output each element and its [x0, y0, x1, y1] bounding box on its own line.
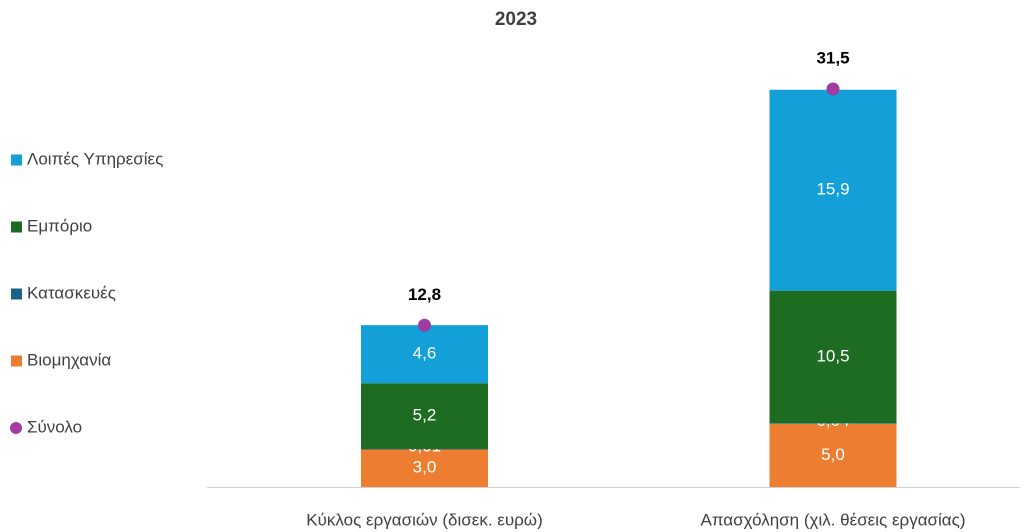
- total-marker: [826, 82, 840, 96]
- legend-label: Εμπόριο: [27, 216, 92, 235]
- legend-label: Σύνολο: [27, 417, 82, 436]
- legend-swatch: [11, 221, 22, 233]
- legend-label: Βιομηχανία: [27, 350, 111, 369]
- data-label: 5,2: [413, 406, 437, 425]
- bar-segment: [361, 325, 488, 384]
- bar-segment: [361, 449, 488, 487]
- legend-swatch: [11, 154, 22, 166]
- bar-segment: [769, 423, 897, 487]
- x-tick-label: Κύκλος εργασιών (δισεκ. ευρώ): [306, 510, 543, 529]
- bar-segment: [769, 423, 897, 424]
- legend-swatch: [11, 288, 22, 300]
- bar-segment: [361, 383, 488, 449]
- data-label: 3,0: [413, 458, 437, 477]
- bar-segment: [361, 448, 488, 450]
- total-marker: [418, 318, 431, 332]
- chart-title: 2023: [495, 9, 537, 30]
- data-label: 15,9: [816, 180, 849, 199]
- legend-label: Κατασκευές: [27, 283, 116, 302]
- x-tick-label: Απασχόληση (χιλ. θέσεις εργασίας): [700, 510, 965, 529]
- data-label: 4,6: [413, 344, 437, 363]
- total-label: 12,8: [408, 285, 441, 304]
- total-label: 31,5: [816, 48, 849, 67]
- data-label: 10,5: [816, 346, 849, 365]
- bar-segment: [769, 89, 897, 291]
- bar-segment: [769, 290, 897, 424]
- data-label: 5,0: [821, 445, 845, 464]
- legend-label: Λοιπές Υπηρεσίες: [27, 149, 163, 168]
- legend-swatch: [11, 355, 22, 367]
- legend-swatch: [10, 422, 22, 434]
